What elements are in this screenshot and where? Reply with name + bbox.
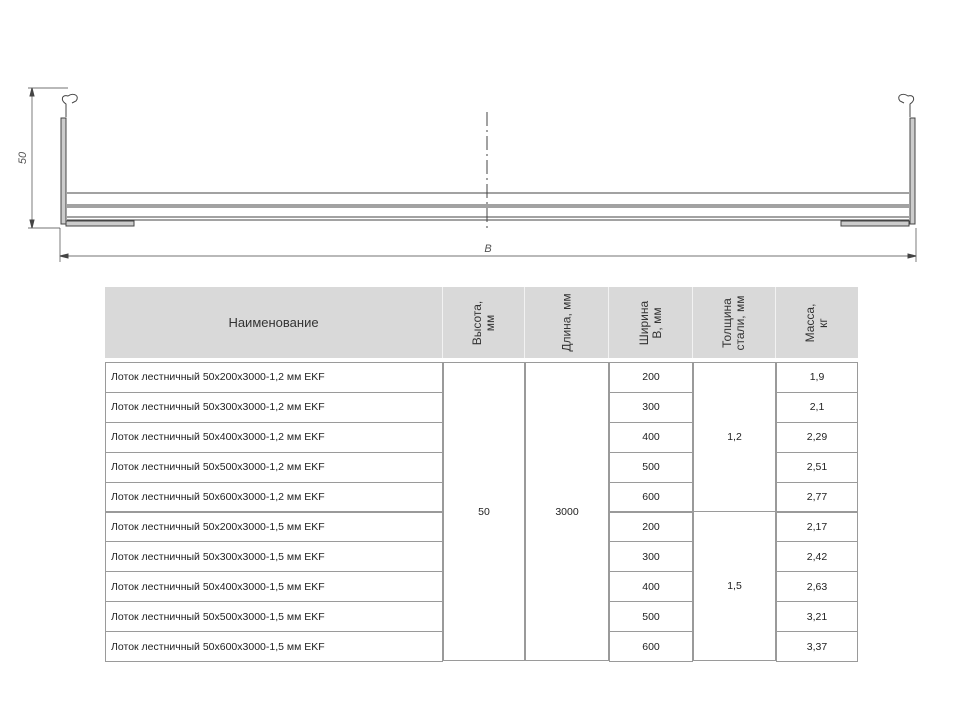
row-name: Лоток лестничный 50x300x3000-1,5 мм EKF (111, 550, 325, 563)
header-mass-label: Масса, кг (803, 303, 830, 342)
row-mass: 2,42 (806, 550, 828, 563)
row-mass: 1,9 (809, 371, 825, 384)
row-name: Лоток лестничный 50x300x3000-1,2 мм EKF (111, 401, 325, 414)
row-width-cell: 200 (609, 362, 693, 393)
row-width-cell: 300 (609, 541, 693, 573)
row-width-cell: 500 (609, 451, 693, 483)
row-name-cell: Лоток лестничный 50x300x3000-1,2 мм EKF (105, 391, 443, 423)
row-mass-cell: 3,37 (776, 631, 858, 662)
row-width: 300 (642, 550, 660, 563)
height-dimension-label: 50 (17, 151, 29, 164)
thickness-cell-2: 1,5 (693, 511, 776, 661)
row-mass: 2,51 (806, 461, 828, 474)
length-value: 3000 (555, 505, 579, 518)
row-name: Лоток лестничный 50x400x3000-1,5 мм EKF (111, 580, 325, 593)
right-hook (898, 93, 915, 117)
thickness-value: 1,5 (727, 580, 742, 592)
row-width-cell: 200 (609, 511, 693, 543)
header-width-label: Ширина В, мм (636, 300, 664, 345)
row-width: 200 (642, 371, 660, 384)
row-name: Лоток лестничный 50x500x3000-1,5 мм EKF (111, 610, 325, 623)
row-name-cell: Лоток лестничный 50x400x3000-1,2 мм EKF (105, 421, 443, 453)
header-width: Ширина В, мм (609, 287, 693, 358)
height-value: 50 (478, 505, 490, 518)
thickness-cell-1: 1,2 (693, 362, 776, 512)
row-name: Лоток лестничный 50x500x3000-1,2 мм EKF (111, 461, 325, 474)
header-length-label: Длина, мм (559, 293, 573, 352)
row-width: 500 (642, 610, 660, 623)
length-value-cell: 3000 (525, 362, 609, 661)
row-name: Лоток лестничный 50x600x3000-1,2 мм EKF (111, 491, 325, 504)
row-width: 400 (642, 431, 660, 444)
row-mass-cell: 2,29 (776, 421, 858, 453)
row-mass: 2,77 (806, 491, 828, 504)
header-thickness: Толщина стали, мм (693, 287, 776, 358)
row-width: 400 (642, 580, 660, 593)
row-name-cell: Лоток лестничный 50x300x3000-1,5 мм EKF (105, 541, 443, 573)
header-thickness-label: Толщина стали, мм (720, 295, 747, 350)
row-width-cell: 400 (609, 421, 693, 453)
row-mass-cell: 2,17 (776, 511, 858, 543)
row-mass: 2,63 (806, 580, 828, 593)
row-name: Лоток лестничный 50x600x3000-1,5 мм EKF (111, 640, 325, 653)
row-mass: 2,29 (806, 431, 828, 444)
row-width-cell: 300 (609, 391, 693, 423)
row-mass-cell: 1,9 (776, 362, 858, 393)
row-name-cell: Лоток лестничный 50x600x3000-1,2 мм EKF (105, 481, 443, 513)
row-width: 300 (642, 401, 660, 414)
left-hook (61, 93, 78, 117)
row-name: Лоток лестничный 50x400x3000-1,2 мм EKF (111, 431, 325, 444)
header-name-label: Наименование (228, 315, 319, 330)
height-value-cell: 50 (443, 362, 525, 661)
row-mass-cell: 2,1 (776, 391, 858, 423)
tray-cross-section-drawing: 50 B (17, 87, 917, 262)
row-name: Лоток лестничный 50x200x3000-1,5 мм EKF (111, 520, 325, 533)
row-mass: 3,37 (806, 640, 828, 653)
header-height: Высота, мм (443, 287, 525, 358)
row-name-cell: Лоток лестничный 50x500x3000-1,5 мм EKF (105, 601, 443, 633)
row-name-cell: Лоток лестничный 50x200x3000-1,2 мм EKF (105, 362, 443, 393)
row-width-cell: 500 (609, 601, 693, 633)
row-mass: 3,21 (806, 610, 828, 623)
row-width: 600 (642, 491, 660, 504)
row-name-cell: Лоток лестничный 50x400x3000-1,5 мм EKF (105, 571, 443, 603)
header-length: Длина, мм (525, 287, 609, 358)
row-width: 600 (642, 640, 660, 653)
row-mass-cell: 2,77 (776, 481, 858, 513)
row-mass-cell: 3,21 (776, 601, 858, 633)
row-width-cell: 600 (609, 631, 693, 662)
header-height-label: Высота, мм (469, 300, 497, 345)
row-name-cell: Лоток лестничный 50x500x3000-1,2 мм EKF (105, 451, 443, 483)
row-mass-cell: 2,42 (776, 541, 858, 573)
width-dimension-label: B (484, 243, 491, 255)
thickness-value: 1,2 (727, 431, 742, 443)
row-mass: 2,17 (806, 520, 828, 533)
row-width-cell: 600 (609, 481, 693, 513)
row-name-cell: Лоток лестничный 50x600x3000-1,5 мм EKF (105, 631, 443, 662)
header-name: Наименование (105, 287, 443, 358)
row-name: Лоток лестничный 50x200x3000-1,2 мм EKF (111, 371, 325, 384)
header-mass: Масса, кг (776, 287, 858, 358)
row-width-cell: 400 (609, 571, 693, 603)
row-width: 500 (642, 461, 660, 474)
row-mass-cell: 2,63 (776, 571, 858, 603)
row-width: 200 (642, 520, 660, 533)
row-mass-cell: 2,51 (776, 451, 858, 483)
row-name-cell: Лоток лестничный 50x200x3000-1,5 мм EKF (105, 511, 443, 543)
row-mass: 2,1 (809, 401, 825, 414)
